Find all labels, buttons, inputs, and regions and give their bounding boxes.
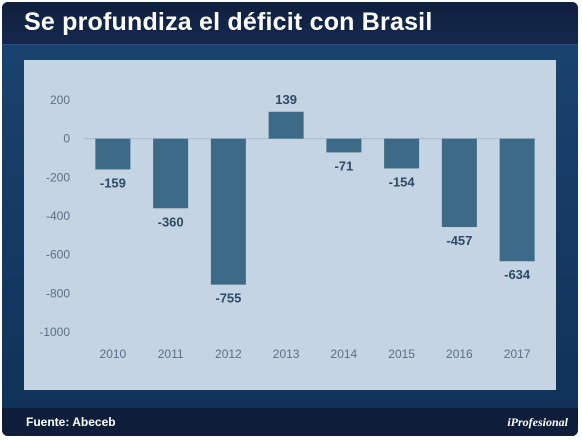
y-tick-label: -400 xyxy=(46,209,70,223)
y-tick-label: -800 xyxy=(46,286,70,300)
chart-title: Se profundiza el déficit con Brasil xyxy=(24,8,433,36)
bar-2012 xyxy=(210,138,246,285)
y-tick-label: -1000 xyxy=(39,325,70,339)
x-tick-label: 2013 xyxy=(273,347,300,361)
bar-2017 xyxy=(499,138,535,262)
publisher-logo: iProfesional xyxy=(507,415,568,429)
bar-chart: 200 0 -200 -400 -600 -800 -1000 2010 2011 2012 20… xyxy=(39,92,536,361)
y-tick-label: 200 xyxy=(50,93,70,107)
data-label: -634 xyxy=(504,267,531,282)
data-label: -457 xyxy=(446,233,472,248)
x-tick-label: 2010 xyxy=(100,347,127,361)
x-tick-label: 2016 xyxy=(446,347,473,361)
bar-2015 xyxy=(384,138,420,169)
y-tick-label: -200 xyxy=(46,170,70,184)
data-label: -755 xyxy=(215,291,241,306)
data-label: -159 xyxy=(100,175,126,190)
bar-2010 xyxy=(95,138,131,170)
data-label: -360 xyxy=(158,214,184,229)
chart-frame: Se profundiza el déficit con Brasil 200 0… xyxy=(2,2,578,436)
footer: Fuente: Abeceb iProfesional xyxy=(2,408,578,436)
x-tick-label: 2011 xyxy=(158,347,184,361)
bar-2016 xyxy=(441,138,477,228)
y-tick-label: 0 xyxy=(63,132,70,146)
y-tick-label: -600 xyxy=(46,248,70,262)
bar-2014 xyxy=(326,138,362,153)
x-tick-label: 2017 xyxy=(504,347,531,361)
x-tick-label: 2015 xyxy=(388,347,415,361)
x-tick-label: 2014 xyxy=(331,347,358,361)
data-label: 139 xyxy=(275,92,297,107)
x-tick-label: 2012 xyxy=(215,347,242,361)
source-note: Fuente: Abeceb xyxy=(26,415,116,429)
title-bar: Se profundiza el déficit con Brasil xyxy=(2,2,578,45)
plot-panel: 200 0 -200 -400 -600 -800 -1000 2010 2011 2012 20… xyxy=(24,60,556,390)
data-label: -71 xyxy=(334,158,353,173)
bar-2011 xyxy=(153,138,189,209)
bar-2013 xyxy=(268,111,304,139)
data-label: -154 xyxy=(389,174,416,189)
